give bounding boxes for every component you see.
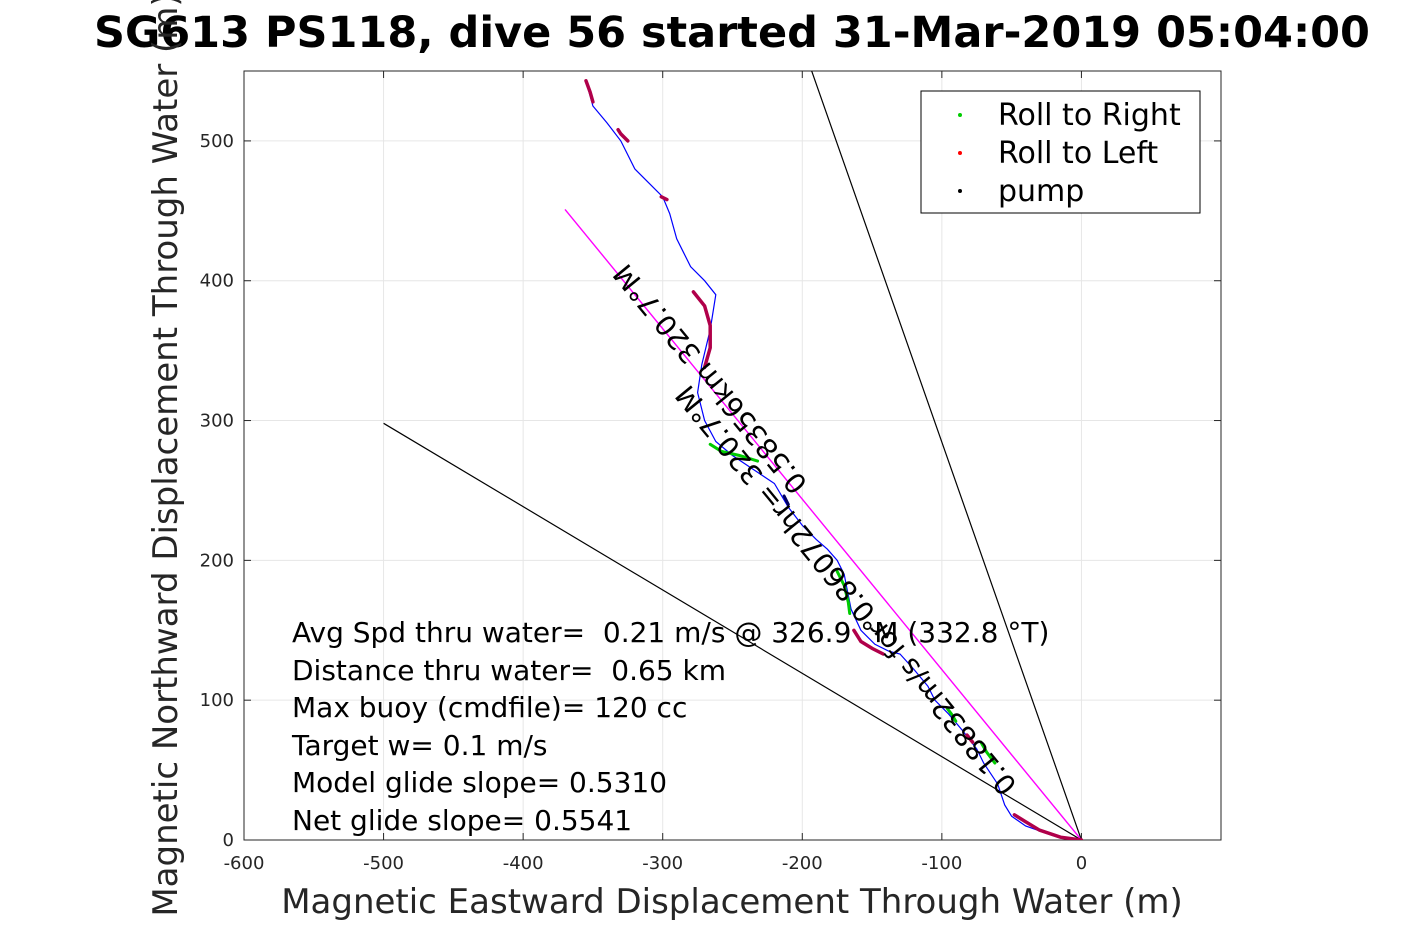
- x-tick-label: -400: [503, 853, 544, 874]
- x-tick-label: -200: [782, 853, 823, 874]
- legend-marker-roll-right: [958, 113, 962, 117]
- x-tick-label: -600: [224, 853, 265, 874]
- annotation-net-glide-slope: Net glide slope= 0.5541: [292, 804, 632, 837]
- envelope-line: [383, 422, 1082, 840]
- x-tick-label: -100: [921, 853, 962, 874]
- roll-right-segment: [708, 442, 760, 463]
- roll-right-segment: [979, 740, 997, 765]
- y-tick-label: 100: [200, 690, 234, 711]
- legend-marker-pump: [958, 189, 962, 193]
- legend-box: [920, 90, 1201, 214]
- roll-left-segment: [691, 290, 712, 370]
- y-axis-label: Magnetic Northward Displacement Through …: [146, 0, 186, 917]
- annotation-model-glide-slope: Model glide slope= 0.5310: [292, 766, 667, 799]
- x-tick-label: -500: [363, 853, 404, 874]
- annotation-distance: Distance thru water= 0.65 km: [292, 654, 726, 687]
- legend-label-roll-left: Roll to Left: [998, 136, 1158, 171]
- annotation-max-buoy: Max buoy (cmdfile)= 120 cc: [292, 691, 687, 724]
- roll-left-segment: [616, 127, 630, 143]
- y-tick-label: 0: [223, 830, 234, 851]
- legend-marker-roll-left: [958, 151, 962, 155]
- x-axis-label: Magnetic Eastward Displacement Through W…: [281, 882, 1183, 922]
- roll-left-segment: [584, 79, 595, 104]
- y-tick-label: 200: [200, 550, 234, 571]
- annotation-avg-speed: Avg Spd thru water= 0.21 m/s @ 326.9 °M …: [292, 616, 1049, 649]
- y-tick-label: 400: [200, 271, 234, 292]
- axes-box: [243, 70, 1222, 841]
- legend-label-pump: pump: [998, 174, 1084, 209]
- x-tick-label: -300: [642, 853, 683, 874]
- roll-right-segment: [835, 570, 852, 615]
- roll-left-segment: [965, 733, 975, 744]
- y-tick-label: 300: [200, 411, 234, 432]
- chart-title: SG613 PS118, dive 56 started 31-Mar-2019…: [94, 8, 1370, 58]
- annotation-target-w: Target w= 0.1 m/s: [291, 729, 548, 762]
- x-tick-label: 0: [1076, 853, 1087, 874]
- pump-segment: [782, 494, 790, 506]
- plot-content: [383, 71, 1084, 840]
- axes: -600 -500 -400 -300 -200 -100 0 0 100 200 300 400 50…: [200, 70, 1222, 874]
- roll-right-segment: [945, 707, 958, 723]
- legend: Roll to Right Roll to Left pump: [920, 90, 1201, 214]
- legend-label-roll-right: Roll to Right: [998, 98, 1181, 133]
- roll-left-segment: [1012, 813, 1084, 840]
- annotation-block: Avg Spd thru water= 0.21 m/s @ 326.9 °M …: [291, 616, 1049, 837]
- roll-left-segment: [659, 195, 669, 202]
- roll-left-segment: [852, 628, 885, 656]
- y-tick-label: 500: [200, 131, 234, 152]
- heading-line: [564, 208, 1082, 840]
- envelope-line: [811, 71, 1082, 840]
